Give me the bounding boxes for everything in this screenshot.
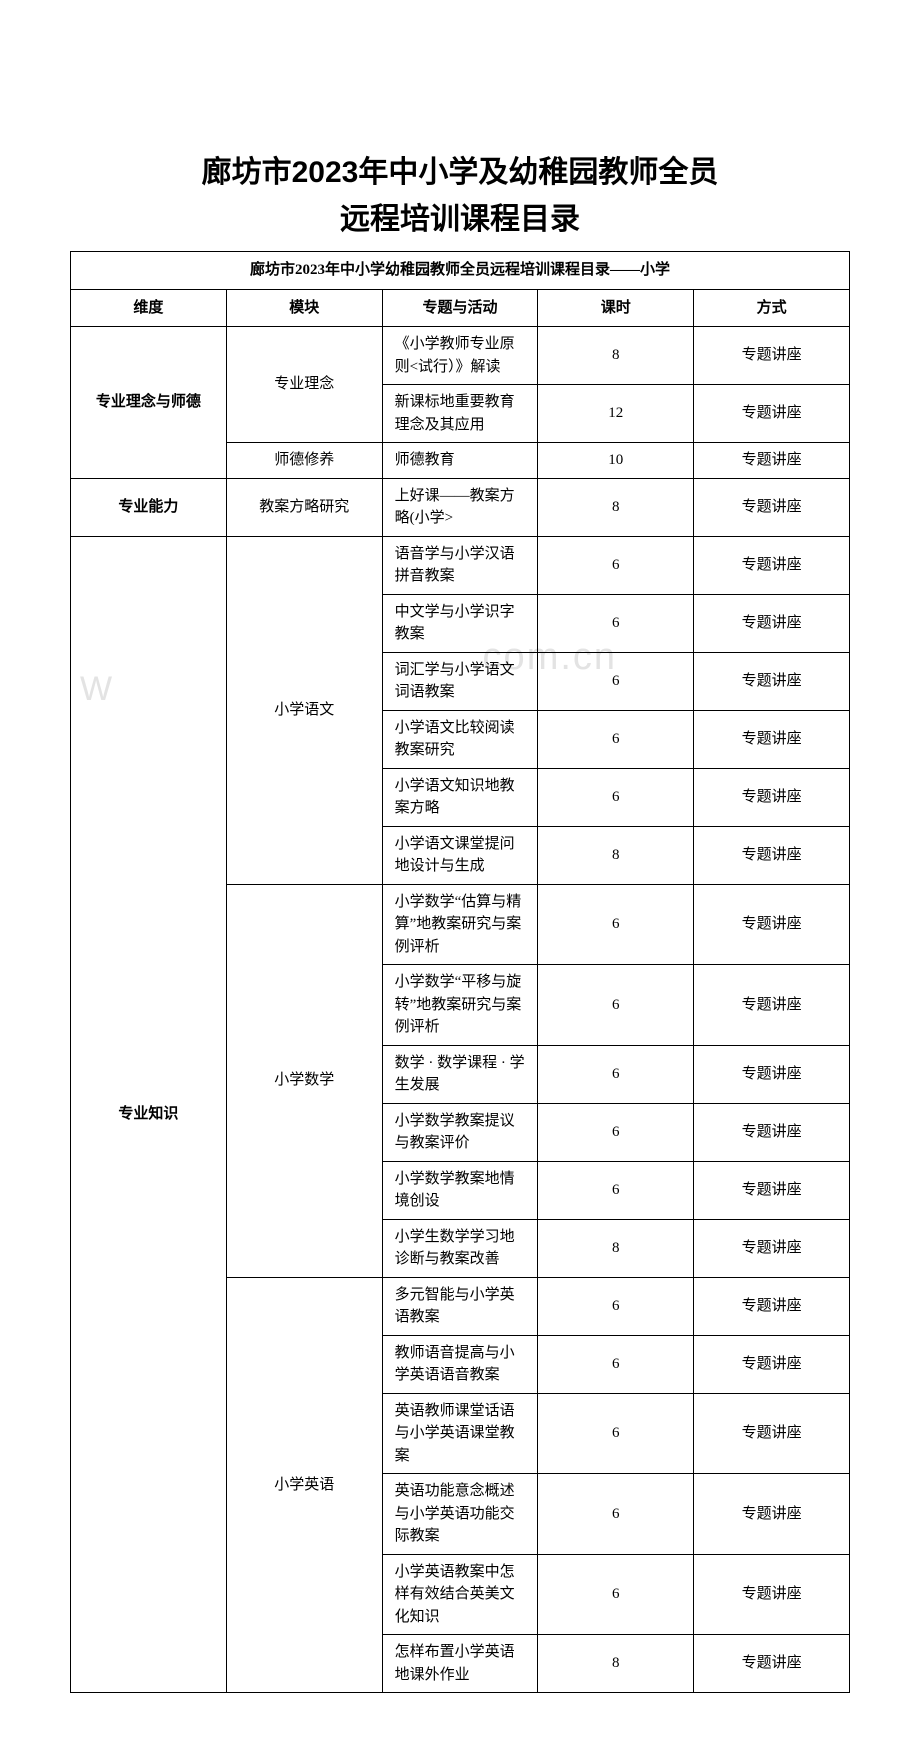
- method-cell: 专题讲座: [694, 1635, 850, 1693]
- mod-cell: 小学英语: [226, 1277, 382, 1693]
- hours-cell: 6: [538, 1554, 694, 1635]
- hours-cell: 8: [538, 478, 694, 536]
- method-cell: 专题讲座: [694, 1219, 850, 1277]
- hours-cell: 6: [538, 1277, 694, 1335]
- hours-cell: 6: [538, 884, 694, 965]
- hours-cell: 6: [538, 594, 694, 652]
- method-cell: 专题讲座: [694, 884, 850, 965]
- topic-cell: 小学数学教案提议与教案评价: [382, 1103, 538, 1161]
- hours-cell: 6: [538, 768, 694, 826]
- method-cell: 专题讲座: [694, 826, 850, 884]
- topic-cell: 《小学教师专业原则<试行）》解读: [382, 327, 538, 385]
- topic-cell: 小学数学“平移与旋转”地教案研究与案例评析: [382, 965, 538, 1046]
- table-row: 专业理念与师德 专业理念 《小学教师专业原则<试行）》解读 8 专题讲座: [71, 327, 850, 385]
- mod-cell: 师德修养: [226, 443, 382, 479]
- hours-cell: 8: [538, 1219, 694, 1277]
- hours-cell: 10: [538, 443, 694, 479]
- title-line-1: 廊坊市2023年中小学及幼稚园教师全员: [202, 156, 719, 189]
- method-cell: 专题讲座: [694, 1045, 850, 1103]
- hours-cell: 6: [538, 1045, 694, 1103]
- hours-cell: 6: [538, 1103, 694, 1161]
- table-header-row: 维度 模块 专题与活动 课时 方式: [71, 289, 850, 327]
- table-caption-row: 廊坊市2023年中小学幼稚园教师全员远程培训课程目录——小学: [71, 252, 850, 290]
- method-cell: 专题讲座: [694, 385, 850, 443]
- topic-cell: 中文学与小学识字教案: [382, 594, 538, 652]
- topic-cell: 数学 · 数学课程 · 学生发展: [382, 1045, 538, 1103]
- topic-cell: 小学数学教案地情境创设: [382, 1161, 538, 1219]
- hours-cell: 8: [538, 327, 694, 385]
- table-row: 专业知识 小学语文 语音学与小学汉语拼音教案 6 专题讲座: [71, 536, 850, 594]
- method-cell: 专题讲座: [694, 1393, 850, 1474]
- topic-cell: 小学语文课堂提问地设计与生成: [382, 826, 538, 884]
- topic-cell: 语音学与小学汉语拼音教案: [382, 536, 538, 594]
- table-caption: 廊坊市2023年中小学幼稚园教师全员远程培训课程目录——小学: [71, 252, 850, 290]
- topic-cell: 新课标地重要教育理念及其应用: [382, 385, 538, 443]
- method-cell: 专题讲座: [694, 443, 850, 479]
- topic-cell: 小学生数学学习地诊断与教案改善: [382, 1219, 538, 1277]
- table-row: 专业能力 教案方略研究 上好课——教案方略(小学> 8 专题讲座: [71, 478, 850, 536]
- method-cell: 专题讲座: [694, 1161, 850, 1219]
- topic-cell: 师德教育: [382, 443, 538, 479]
- topic-cell: 英语功能意念概述与小学英语功能交际教案: [382, 1474, 538, 1555]
- topic-cell: 多元智能与小学英语教案: [382, 1277, 538, 1335]
- mod-cell: 小学语文: [226, 536, 382, 884]
- method-cell: 专题讲座: [694, 710, 850, 768]
- hours-cell: 6: [538, 1474, 694, 1555]
- method-cell: 专题讲座: [694, 965, 850, 1046]
- method-cell: 专题讲座: [694, 327, 850, 385]
- topic-cell: 小学数学“估算与精算”地教案研究与案例评析: [382, 884, 538, 965]
- topic-cell: 小学语文比较阅读教案研究: [382, 710, 538, 768]
- method-cell: 专题讲座: [694, 768, 850, 826]
- header-method: 方式: [694, 289, 850, 327]
- title-line-2: 远程培训课程目录: [340, 203, 580, 236]
- dim-cell: 专业能力: [71, 478, 227, 536]
- hours-cell: 6: [538, 710, 694, 768]
- mod-cell: 小学数学: [226, 884, 382, 1277]
- method-cell: 专题讲座: [694, 536, 850, 594]
- method-cell: 专题讲座: [694, 1277, 850, 1335]
- hours-cell: 6: [538, 536, 694, 594]
- method-cell: 专题讲座: [694, 594, 850, 652]
- dim-cell: 专业理念与师德: [71, 327, 227, 479]
- course-table: 廊坊市2023年中小学幼稚园教师全员远程培训课程目录——小学 维度 模块 专题与…: [70, 251, 850, 1693]
- mod-cell: 专业理念: [226, 327, 382, 443]
- method-cell: 专题讲座: [694, 1554, 850, 1635]
- topic-cell: 小学英语教案中怎样有效结合英美文化知识: [382, 1554, 538, 1635]
- hours-cell: 8: [538, 826, 694, 884]
- header-module: 模块: [226, 289, 382, 327]
- dim-cell: 专业知识: [71, 536, 227, 1693]
- header-dimension: 维度: [71, 289, 227, 327]
- topic-cell: 词汇学与小学语文词语教案: [382, 652, 538, 710]
- hours-cell: 6: [538, 652, 694, 710]
- hours-cell: 12: [538, 385, 694, 443]
- method-cell: 专题讲座: [694, 1474, 850, 1555]
- topic-cell: 小学语文知识地教案方略: [382, 768, 538, 826]
- method-cell: 专题讲座: [694, 1103, 850, 1161]
- method-cell: 专题讲座: [694, 478, 850, 536]
- method-cell: 专题讲座: [694, 652, 850, 710]
- method-cell: 专题讲座: [694, 1335, 850, 1393]
- mod-cell: 教案方略研究: [226, 478, 382, 536]
- topic-cell: 上好课——教案方略(小学>: [382, 478, 538, 536]
- hours-cell: 6: [538, 1393, 694, 1474]
- hours-cell: 6: [538, 1161, 694, 1219]
- topic-cell: 英语教师课堂话语与小学英语课堂教案: [382, 1393, 538, 1474]
- hours-cell: 6: [538, 1335, 694, 1393]
- topic-cell: 怎样布置小学英语地课外作业: [382, 1635, 538, 1693]
- hours-cell: 6: [538, 965, 694, 1046]
- hours-cell: 8: [538, 1635, 694, 1693]
- page-title: 廊坊市2023年中小学及幼稚园教师全员 远程培训课程目录: [70, 150, 850, 243]
- header-topic: 专题与活动: [382, 289, 538, 327]
- header-hours: 课时: [538, 289, 694, 327]
- topic-cell: 教师语音提高与小学英语语音教案: [382, 1335, 538, 1393]
